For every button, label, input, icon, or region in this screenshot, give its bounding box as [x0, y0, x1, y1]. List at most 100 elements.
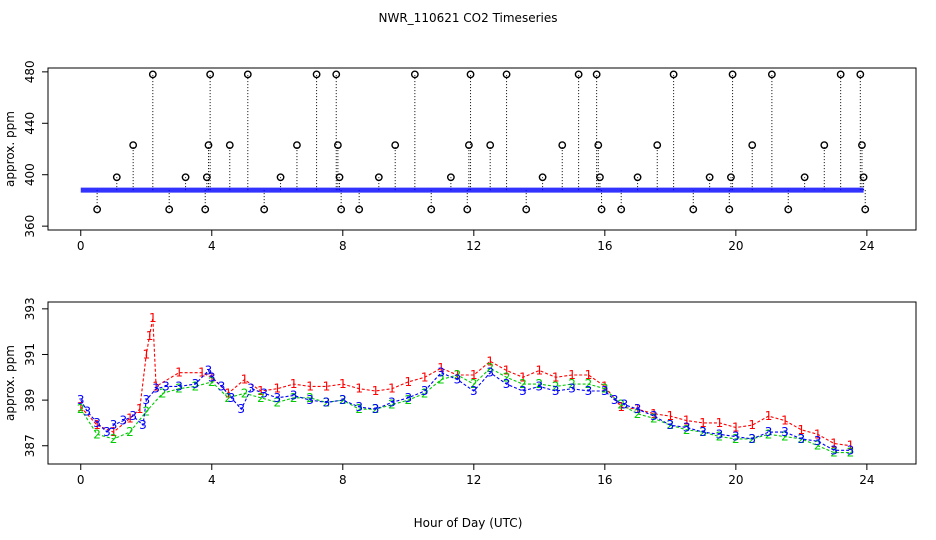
x-axis-label: Hour of Day (UTC) [414, 516, 523, 530]
top-point [466, 70, 475, 79]
series-point-2: 2 [716, 430, 724, 444]
series-point-3: 3 [372, 402, 380, 416]
series-point-2: 2 [290, 391, 298, 405]
series-point-3: 3 [93, 416, 101, 430]
top-point [820, 141, 829, 150]
series-point-3: 3 [568, 382, 576, 396]
top-point [206, 70, 215, 79]
series-point-3: 3 [470, 384, 478, 398]
top-point [522, 205, 531, 214]
top-point [463, 205, 472, 214]
series-point-1: 1 [142, 347, 150, 361]
series-point-1: 1 [437, 361, 445, 375]
top-point [93, 205, 102, 214]
top-point [597, 205, 606, 214]
chart-title: NWR_110621 CO2 Timeseries [379, 11, 558, 25]
top-x-tick-label: 4 [208, 239, 216, 253]
series-point-2: 2 [568, 377, 576, 391]
series-point-1: 1 [568, 368, 576, 382]
series-point-2: 2 [175, 382, 183, 396]
top-y-axis: 360 400 440 480 [23, 60, 48, 238]
series-point-2: 2 [781, 430, 789, 444]
series-point-1: 1 [683, 414, 691, 428]
series-point-3: 3 [339, 393, 347, 407]
top-point [859, 173, 868, 182]
series-point-2: 2 [241, 386, 249, 400]
top-point [391, 141, 400, 150]
series-line-1 [80, 317, 851, 447]
series-point-2: 2 [601, 382, 609, 396]
top-point [558, 141, 567, 150]
top-point [148, 70, 157, 79]
bottom-x-axis: 0 4 8 12 16 20 24 [77, 464, 875, 487]
series-point-1: 1 [306, 379, 314, 393]
bottom-y-tick-label: 393 [23, 297, 37, 320]
series-point-3: 3 [454, 373, 462, 387]
bottom-x-tick-label: 8 [339, 473, 347, 487]
top-point [293, 141, 301, 150]
top-point [332, 70, 341, 79]
top-point [861, 205, 870, 214]
series-point-3: 3 [205, 363, 213, 377]
series-point-2: 2 [257, 391, 265, 405]
series-point-3: 3 [503, 377, 511, 391]
series-point-1: 1 [667, 409, 675, 423]
series-point-3: 3 [388, 395, 396, 409]
series-point-3: 3 [667, 418, 675, 432]
series-point-1: 1 [388, 382, 396, 396]
top-point [592, 70, 601, 79]
series-point-1: 1 [146, 329, 154, 343]
top-point [574, 70, 583, 79]
series-point-1: 1 [290, 377, 298, 391]
top-point [129, 141, 138, 150]
series-point-1: 1 [585, 368, 593, 382]
series-point-2: 2 [814, 439, 822, 453]
top-point [333, 141, 342, 150]
series-point-3: 3 [847, 443, 855, 457]
series-point-2: 2 [454, 368, 462, 382]
series-point-1: 1 [355, 382, 363, 396]
top-point [181, 173, 190, 182]
series-point-2: 2 [503, 370, 511, 384]
series-point-3: 3 [748, 432, 756, 446]
series-point-2: 2 [617, 398, 625, 412]
top-point [689, 205, 698, 214]
bottom-y-tick-label: 391 [23, 343, 37, 366]
series-point-2: 2 [830, 446, 838, 460]
top-point [201, 205, 210, 214]
series-point-2: 2 [126, 425, 134, 439]
top-point [486, 141, 495, 150]
series-point-3: 3 [192, 377, 200, 391]
bottom-x-tick-label: 24 [859, 473, 874, 487]
top-x-tick-label: 0 [77, 239, 85, 253]
top-point [705, 173, 714, 182]
series-point-3: 3 [162, 379, 170, 393]
top-x-tick-label: 12 [466, 239, 481, 253]
series-point-2: 2 [93, 427, 101, 441]
series-point-2: 2 [650, 411, 658, 425]
series-point-3: 3 [486, 366, 494, 380]
series-point-1: 1 [765, 409, 773, 423]
series-point-2: 2 [224, 391, 232, 405]
top-point [767, 70, 776, 79]
series-point-2: 2 [192, 379, 200, 393]
top-point [335, 173, 344, 182]
bottom-x-tick-label: 20 [728, 473, 743, 487]
top-y-tick-label: 480 [23, 60, 37, 83]
top-point [800, 173, 809, 182]
top-point [355, 205, 364, 214]
bottom-y-axis: 387 389 391 393 [23, 297, 48, 457]
series-point-1: 1 [830, 436, 838, 450]
top-point [725, 205, 734, 214]
top-point [728, 70, 737, 79]
series-point-2: 2 [421, 386, 429, 400]
series-point-2: 2 [306, 391, 314, 405]
series-point-3: 3 [228, 391, 236, 405]
series-point-1: 1 [257, 384, 265, 398]
series-point-3: 3 [552, 384, 560, 398]
series-point-3: 3 [77, 393, 85, 407]
top-point [112, 173, 121, 182]
series-point-3: 3 [732, 430, 740, 444]
series-point-3: 3 [650, 409, 658, 423]
